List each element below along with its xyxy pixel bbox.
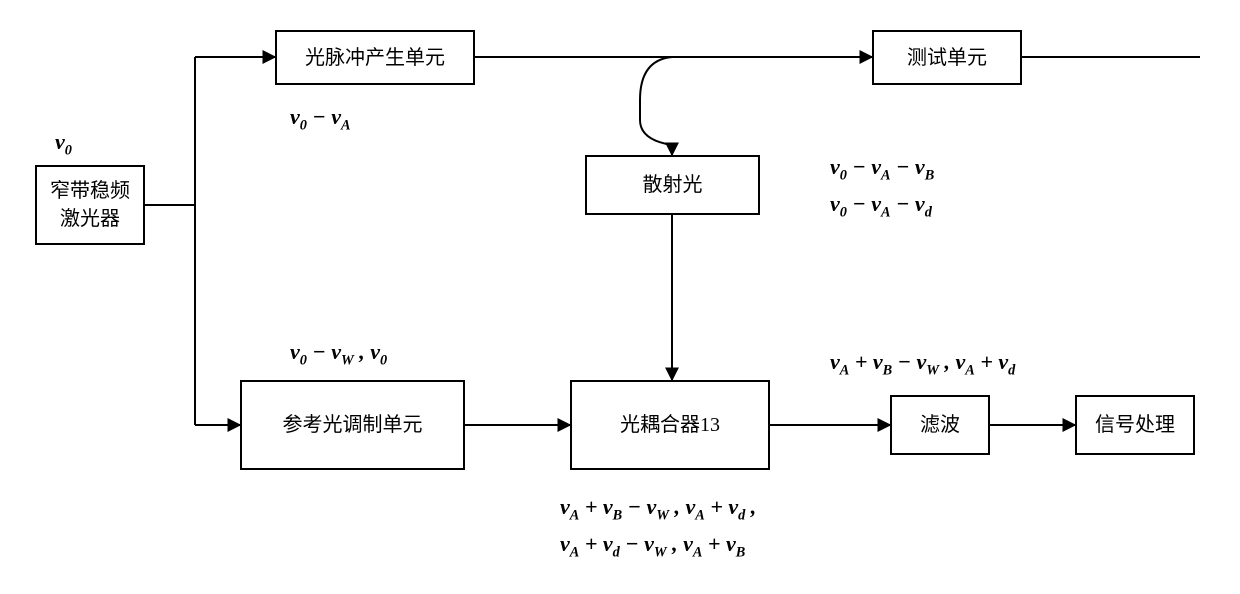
edge-tap-to-scatter	[640, 57, 672, 155]
node-laser: 窄带稳频 激光器	[35, 165, 145, 245]
formula-filter-in: vA + vB − vW , vA + vd	[830, 345, 1015, 382]
node-refmod: 参考光调制单元	[240, 380, 465, 470]
node-test: 测试单元	[872, 30, 1022, 85]
node-scatter: 散射光	[585, 155, 760, 215]
node-pulse: 光脉冲产生单元	[275, 30, 475, 85]
formula-coupler-out: vA + vB − vW , vA + vd ,vA + vd − vW , v…	[560, 490, 756, 564]
formula-scatter-out: v0 − vA − vBv0 − vA − vd	[830, 150, 934, 224]
edge-laser-split-up	[145, 57, 195, 205]
formula-refmod-in: v0 − vW , v0	[290, 335, 387, 372]
formula-v0: v0	[55, 125, 72, 162]
node-filter: 滤波	[890, 395, 990, 455]
node-sigproc: 信号处理	[1075, 395, 1195, 455]
formula-pulse-out: v0 − vA	[290, 100, 351, 137]
node-coupler: 光耦合器13	[570, 380, 770, 470]
